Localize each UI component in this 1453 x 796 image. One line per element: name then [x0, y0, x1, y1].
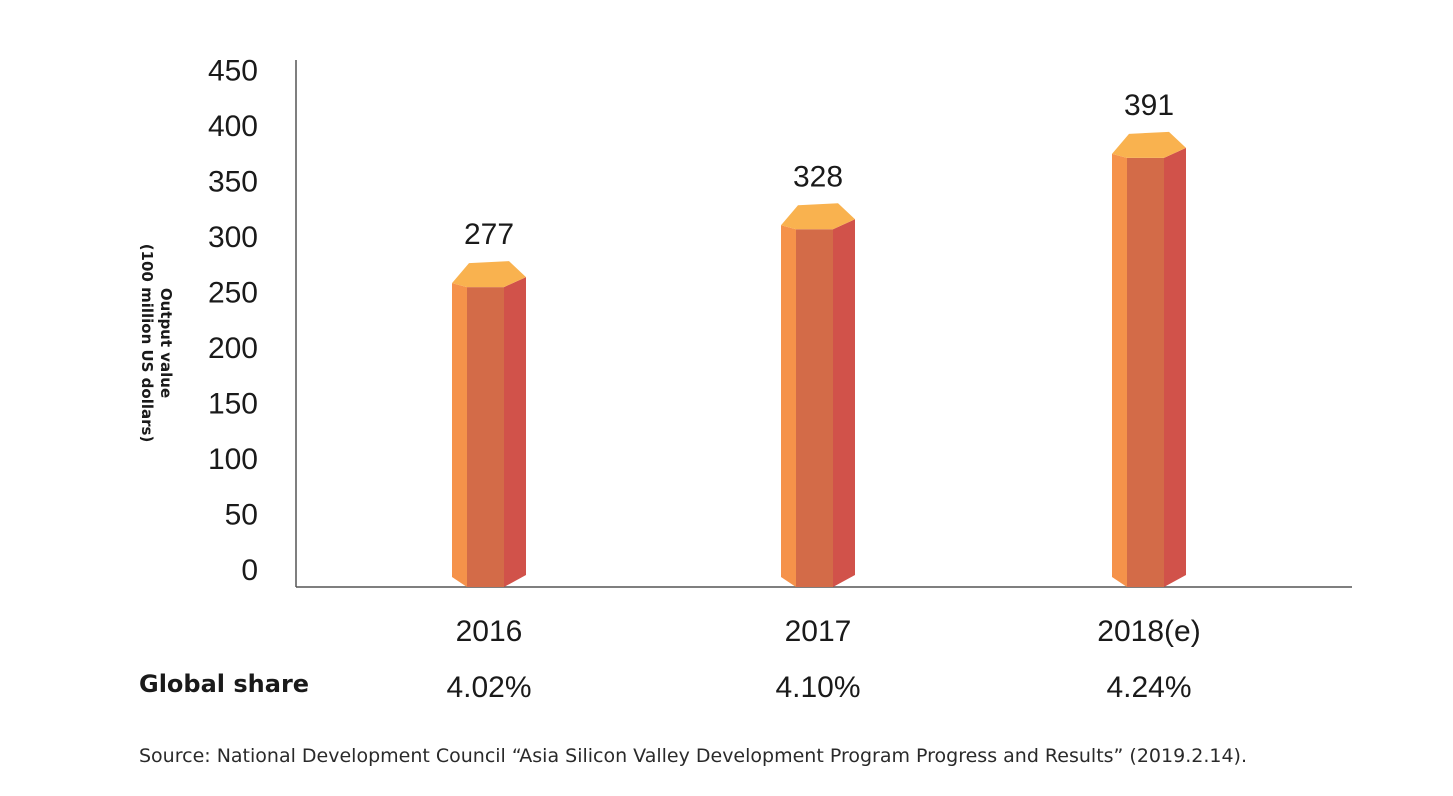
bar-face-right: [833, 219, 855, 587]
y-tick-label-150: 150: [208, 388, 258, 421]
bar-2016: [452, 261, 526, 587]
global-share-label: Global share: [139, 670, 310, 698]
x-tick-label-2017: 2017: [785, 615, 852, 648]
y-axis-label-line-2: (100 million US dollars): [138, 244, 156, 443]
bar-face-left: [1112, 153, 1127, 587]
y-tick-label-200: 200: [208, 332, 258, 365]
global-share-value-2018(e): 4.24%: [1106, 671, 1191, 704]
y-tick-label-350: 350: [208, 166, 258, 199]
value-label-2018(e): 391: [1124, 89, 1174, 122]
bar-2017: [781, 203, 855, 587]
bar-2018(e): [1112, 131, 1186, 587]
y-tick-label-50: 50: [225, 499, 258, 532]
y-tick-label-100: 100: [208, 443, 258, 476]
bar-face-right: [1164, 147, 1186, 587]
y-axis-label: Output value (100 million US dollars): [138, 244, 175, 443]
y-axis-label-line-1: Output value: [157, 288, 175, 398]
bar-top: [452, 261, 526, 288]
bar-face-left: [781, 225, 796, 587]
bar-face-right: [504, 277, 526, 587]
y-tick-label-400: 400: [208, 110, 258, 143]
bar-top: [781, 203, 855, 230]
bar-face-center: [467, 287, 504, 587]
chart-svg: Output value (100 million US dollars) 0 5…: [138, 55, 1352, 704]
y-tick-label-250: 250: [208, 277, 258, 310]
value-labels: 277 328 391: [464, 89, 1174, 251]
x-tick-label-2016: 2016: [456, 615, 523, 648]
y-tick-label-300: 300: [208, 221, 258, 254]
global-share-value-2016: 4.02%: [446, 671, 531, 704]
y-tick-label-0: 0: [241, 554, 258, 587]
value-label-2017: 328: [793, 160, 843, 193]
bar-face-center: [1127, 157, 1164, 587]
y-tick-label-450: 450: [208, 55, 258, 88]
x-ticks: 2016 2017 2018(e): [456, 615, 1201, 648]
bar-face-left: [452, 283, 467, 587]
global-share-value-2017: 4.10%: [775, 671, 860, 704]
bar-face-center: [796, 229, 833, 587]
value-label-2016: 277: [464, 218, 514, 251]
bar-top: [1112, 131, 1186, 158]
bars: [452, 131, 1186, 587]
x-tick-label-2018(e): 2018(e): [1097, 615, 1200, 648]
y-ticks: 0 50 100 150 200 250 300 350 400 450: [208, 55, 258, 588]
global-share-values: 4.02% 4.10% 4.24%: [446, 671, 1191, 704]
source-note: Source: National Development Council “As…: [139, 745, 1247, 767]
